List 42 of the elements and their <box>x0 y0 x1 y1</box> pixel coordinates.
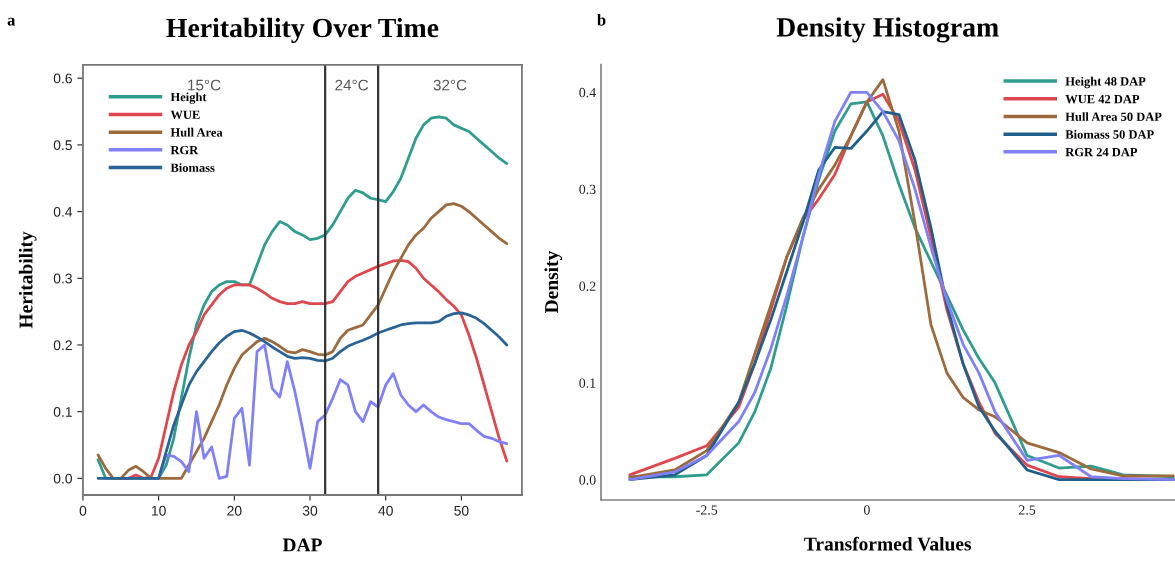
x-tick-label: 0 <box>863 505 870 515</box>
x-axis-title: Transformed Values <box>804 536 972 551</box>
legend-label: Biomass <box>170 163 215 172</box>
x-tick-label: 20 <box>227 505 242 516</box>
y-tick-label: 0.2 <box>53 340 72 351</box>
legend-label: WUE 42 DAP <box>1065 94 1140 104</box>
y-tick-label: 0.3 <box>579 184 596 195</box>
x-tick-label: 0 <box>79 505 87 516</box>
annotation: 24°C <box>335 79 369 91</box>
x-axis-title: DAP <box>282 538 322 552</box>
legend-label: Height 48 DAP <box>1065 76 1146 89</box>
text: a <box>7 17 16 26</box>
y-tick-label: 0.4 <box>53 206 73 217</box>
y-tick-label: 0.2 <box>579 281 596 291</box>
x-tick-label: 50 <box>454 505 469 516</box>
legend-label: Hull Area 50 DAP <box>1065 112 1162 122</box>
x-tick-label: 2.5 <box>1018 505 1036 515</box>
y-tick-label: 0.1 <box>53 406 72 417</box>
x-tick-label: 30 <box>302 505 318 516</box>
x-tick-label: -2.5 <box>696 505 718 515</box>
y-tick-label: 0.0 <box>579 475 596 485</box>
y-tick-label: 0.0 <box>53 473 72 484</box>
legend-label: Hull Area <box>170 127 223 137</box>
annotation: 15°C <box>188 79 221 91</box>
y-tick-label: 0.3 <box>53 273 72 284</box>
legend-label: Biomass 50 DAP <box>1065 129 1154 139</box>
x-tick-label: 40 <box>378 505 393 516</box>
y-tick-label: 0.5 <box>53 140 72 151</box>
legend-label: Height <box>170 92 207 104</box>
y-tick-label: 0.1 <box>579 378 596 388</box>
y-axis-title: Heritability <box>18 231 37 329</box>
y-axis-title: Density <box>544 250 563 314</box>
chart-title: Density Histogram <box>776 17 999 43</box>
legend-label: RGR 24 DAP <box>1065 147 1138 157</box>
annotation: 32°C <box>433 79 467 91</box>
x-tick-label: 10 <box>151 505 166 516</box>
legend-label: RGR <box>170 145 199 155</box>
y-tick-label: 0.6 <box>53 73 72 84</box>
legend-label: WUE <box>170 110 200 120</box>
chart-title: Heritability Over Time <box>166 17 439 44</box>
y-tick-label: 0.4 <box>579 87 596 98</box>
text: b <box>597 13 606 26</box>
